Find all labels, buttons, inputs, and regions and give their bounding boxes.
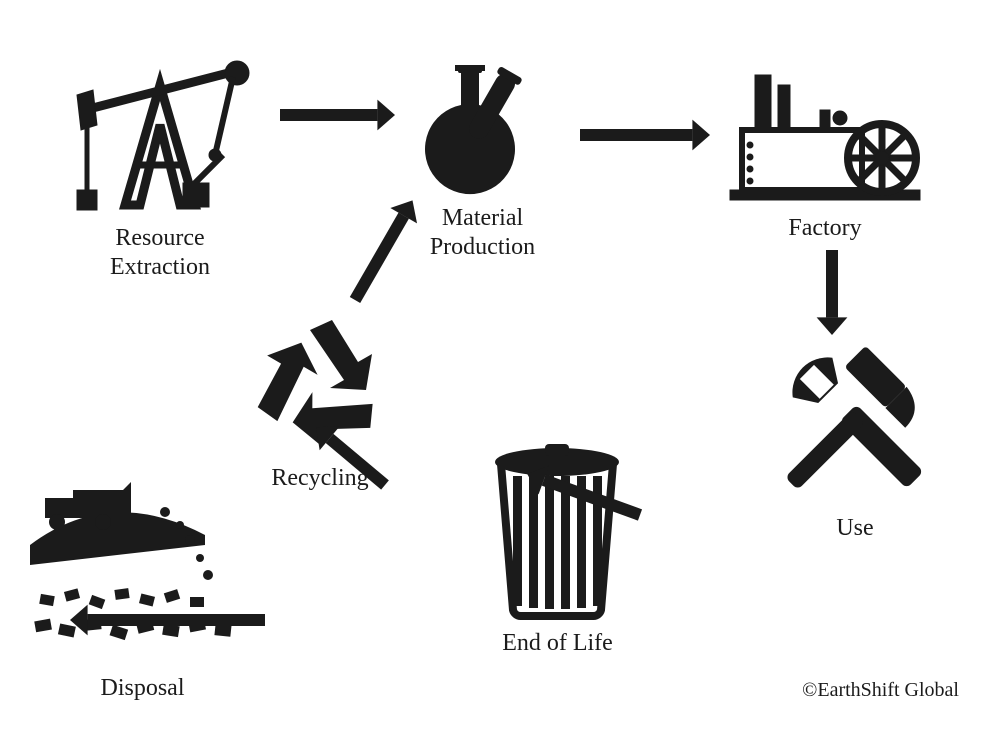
node-disposal: Disposal [30,440,255,703]
factory-label: Factory [715,214,935,243]
node-recycling: Recycling [235,310,405,493]
copyright-text: ©EarthShift Global [802,679,959,702]
flask-icon [400,55,565,195]
node-factory: Factory [715,55,935,243]
node-end-of-life: End of Life [470,440,645,658]
oil-pump-icon [65,55,255,215]
factory-icon [720,55,930,205]
disposal-label: Disposal [30,674,255,703]
recycle-icon [240,310,400,455]
recycling-label: Recycling [235,464,405,493]
trash-icon [485,440,630,620]
node-use: Use [760,335,950,543]
material-production-label: MaterialProduction [395,204,570,262]
tools-icon [763,335,948,505]
resource-extraction-label: ResourceExtraction [60,224,260,282]
landfill-icon [30,440,255,665]
node-material-production: MaterialProduction [395,55,570,262]
end-of-life-label: End of Life [470,629,645,658]
use-label: Use [760,514,950,543]
node-resource-extraction: ResourceExtraction [60,55,260,282]
